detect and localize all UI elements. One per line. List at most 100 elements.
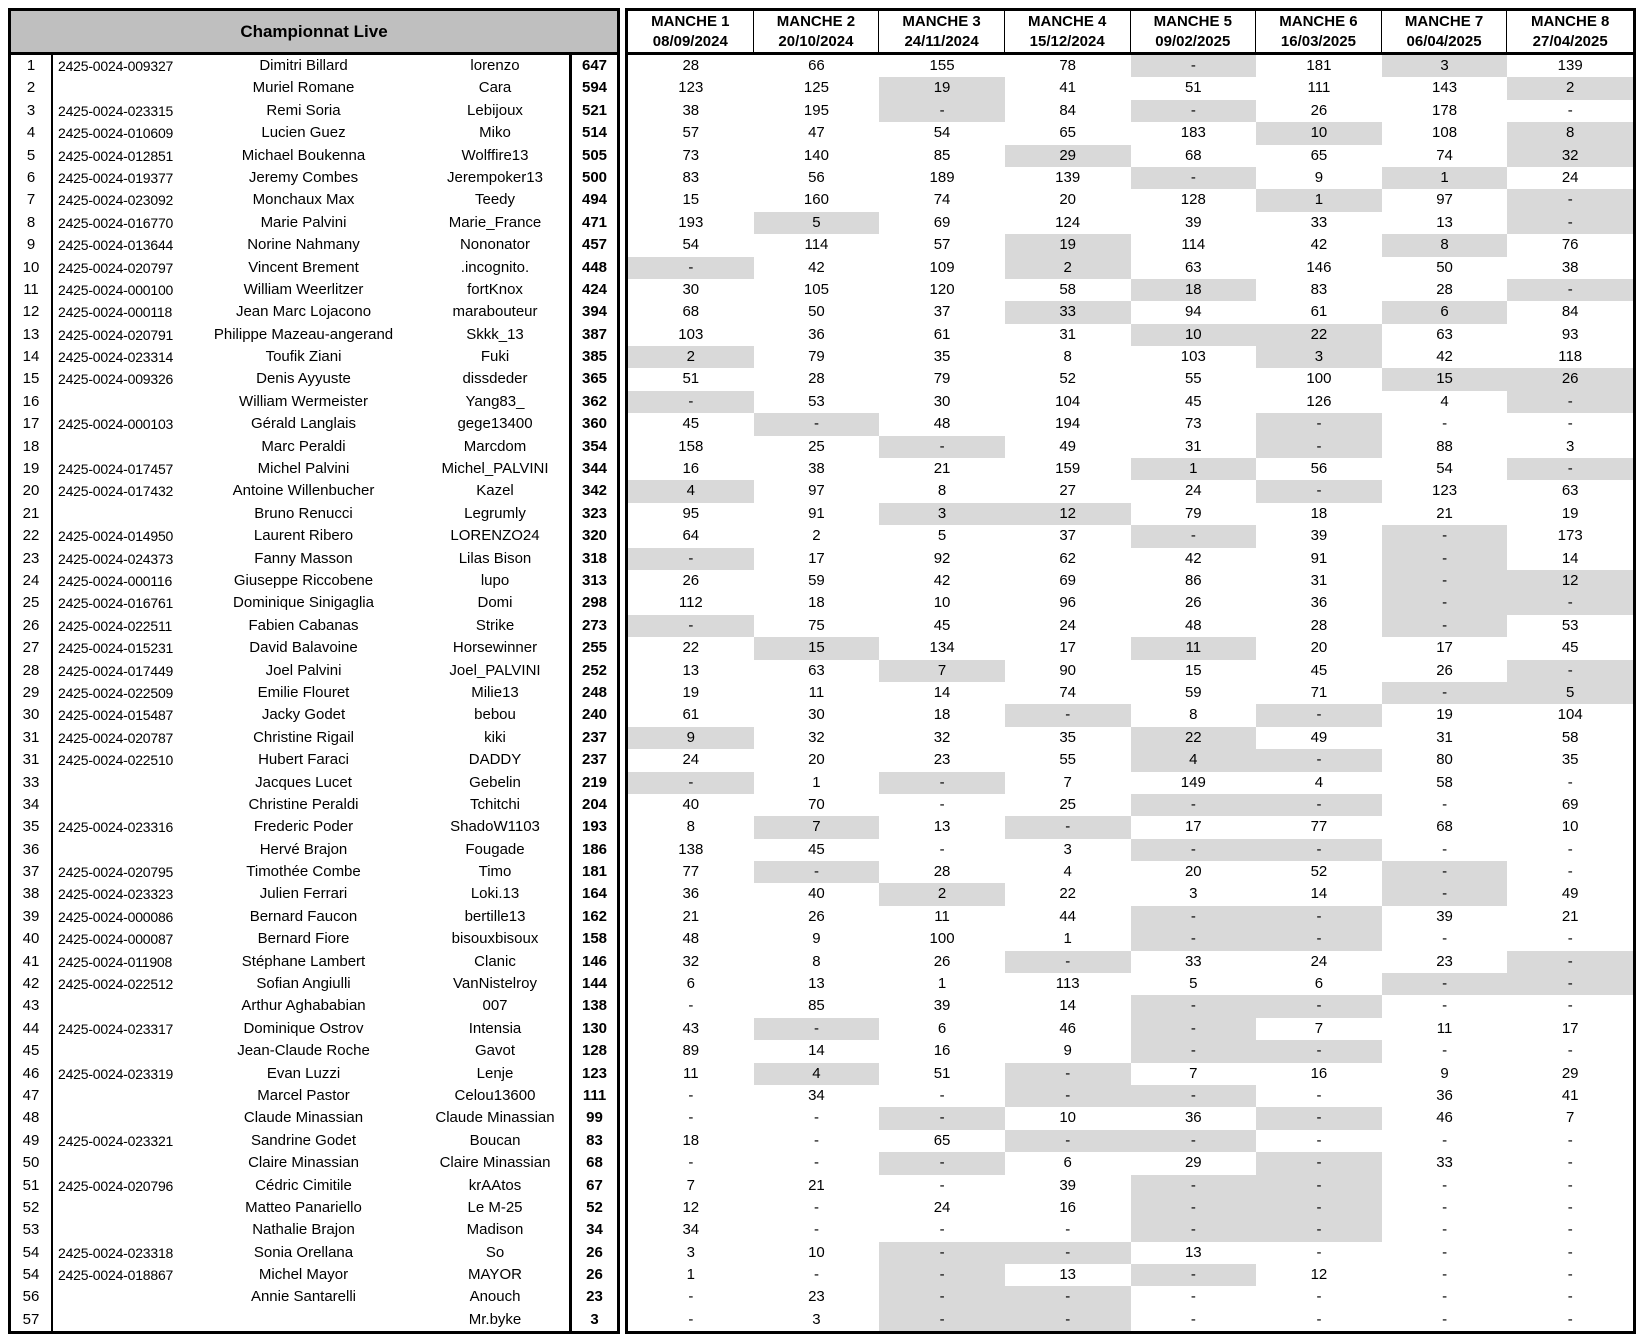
score-cell: 45 bbox=[682, 415, 700, 433]
rank-cell: 16 bbox=[11, 390, 53, 414]
total-points-cell: 344 bbox=[569, 458, 617, 481]
rank-cell: 15 bbox=[11, 368, 53, 391]
score-cell: - bbox=[1442, 1310, 1448, 1328]
score-cell: - bbox=[1256, 704, 1382, 727]
total-points-cell: 320 bbox=[569, 525, 617, 548]
score-cell: - bbox=[1316, 1288, 1322, 1306]
score-cell: 26 bbox=[682, 571, 700, 589]
rank-cell: 53 bbox=[11, 1219, 53, 1242]
player-name-cell: David Balavoine bbox=[249, 639, 358, 657]
score-cell: - bbox=[1507, 950, 1633, 974]
score-cell: 69 bbox=[933, 213, 951, 231]
score-cell: 4 bbox=[753, 1062, 880, 1085]
score-cell: 24 bbox=[1310, 952, 1328, 970]
score-cell: - bbox=[1130, 1219, 1257, 1242]
player-nickname-cell: Celou13600 bbox=[454, 1086, 536, 1104]
score-cell: 54 bbox=[933, 124, 951, 142]
score-cell: 39 bbox=[1310, 527, 1328, 545]
score-row: 38 195 - 84 - 26 178 - bbox=[628, 99, 1633, 123]
player-id-cell: 2425-0024-017449 bbox=[58, 662, 174, 679]
score-cell: - bbox=[1381, 614, 1508, 638]
score-cell: 10 bbox=[1059, 1109, 1077, 1127]
score-row: 193 5 69 124 39 33 13 - bbox=[628, 211, 1633, 235]
score-cell: 12 bbox=[1004, 502, 1131, 526]
score-cell: 8 bbox=[1381, 234, 1508, 257]
player-nickname-cell: Loki.13 bbox=[470, 885, 520, 903]
player-id-cell: 2425-0024-020791 bbox=[58, 326, 174, 343]
score-cell: 31 bbox=[1059, 325, 1077, 343]
player-id-cell: 2425-0024-020796 bbox=[58, 1177, 174, 1194]
score-cell: - bbox=[1004, 1308, 1131, 1332]
total-points-cell: 193 bbox=[569, 816, 617, 839]
score-cell: 52 bbox=[1059, 370, 1077, 388]
player-name-cell: Dominique Sinigaglia bbox=[233, 594, 374, 612]
score-cell: 22 bbox=[1130, 726, 1257, 750]
player-nickname-cell: Clanic bbox=[474, 952, 516, 970]
score-cell: 61 bbox=[1310, 303, 1328, 321]
scores-table: MANCHE 1 08/09/2024 MANCHE 2 20/10/2024 MANC… bbox=[625, 8, 1636, 1335]
score-cell: 21 bbox=[808, 1176, 825, 1194]
score-cell: 11 bbox=[1130, 637, 1257, 660]
score-cell: - bbox=[1381, 883, 1508, 906]
table-row: 22 2425-0024-014950 Laurent Ribero LORENZO2… bbox=[11, 525, 617, 548]
table-row: 38 2425-0024-023323 Julien Ferrari Loki.13 1… bbox=[11, 883, 617, 906]
manche-label: MANCHE 5 bbox=[1153, 12, 1232, 30]
score-cell: 84 bbox=[1059, 101, 1077, 119]
score-cell: 16 bbox=[1059, 1198, 1077, 1216]
player-name-cell: Muriel Romane bbox=[252, 79, 355, 97]
score-cell: - bbox=[1130, 99, 1257, 123]
table-row: 50 Claire Minassian Claire Minassian 68 bbox=[11, 1152, 617, 1175]
score-cell: 13 bbox=[808, 975, 825, 993]
score-cell: 19 bbox=[682, 683, 700, 701]
score-cell: 10 bbox=[1256, 122, 1382, 145]
score-row: 64 2 5 37 - 39 - 173 bbox=[628, 525, 1633, 548]
rank-cell: 42 bbox=[11, 973, 53, 996]
score-cell: 89 bbox=[682, 1042, 700, 1060]
player-nickname-cell: Anouch bbox=[469, 1288, 521, 1306]
score-cell: 158 bbox=[678, 437, 704, 455]
score-cell: 65 bbox=[1310, 146, 1328, 164]
player-nickname-cell: marabouteur bbox=[452, 303, 538, 321]
score-cell: 11 bbox=[683, 1064, 699, 1082]
manche-header: MANCHE 2 20/10/2024 bbox=[754, 11, 880, 52]
score-cell: - bbox=[1256, 1040, 1382, 1063]
score-cell: - bbox=[688, 997, 694, 1015]
score-cell: 3 bbox=[812, 1310, 821, 1328]
rank-cell: 6 bbox=[11, 166, 53, 190]
score-row: - 1 - 7 149 4 58 - bbox=[628, 771, 1633, 794]
player-nickname-cell: Lilas Bison bbox=[458, 549, 532, 567]
score-cell: - bbox=[1442, 1221, 1448, 1239]
score-cell: 3 bbox=[1566, 437, 1575, 455]
score-cell: - bbox=[1256, 1219, 1382, 1242]
total-points-cell: 138 bbox=[569, 995, 617, 1018]
total-points-cell: 494 bbox=[569, 189, 617, 212]
table-row: 28 2425-0024-017449 Joel Palvini Joel_PALVI… bbox=[11, 659, 617, 682]
player-name-cell: Julien Ferrari bbox=[259, 885, 348, 903]
score-cell: - bbox=[879, 1107, 1005, 1130]
manche-label: MANCHE 1 bbox=[651, 12, 730, 30]
score-cell: 104 bbox=[1557, 706, 1583, 724]
total-points-cell: 457 bbox=[569, 234, 617, 257]
score-cell: 45 bbox=[808, 840, 825, 858]
score-cell: 66 bbox=[808, 57, 825, 74]
score-cell: 3 bbox=[1381, 55, 1508, 78]
score-cell: 5 bbox=[1507, 681, 1633, 705]
score-cell: 194 bbox=[1055, 415, 1081, 433]
total-points-cell: 255 bbox=[569, 637, 617, 660]
score-cell: - bbox=[1065, 1221, 1071, 1239]
score-row: 30 105 120 58 18 83 28 - bbox=[628, 278, 1633, 302]
rank-cell: 40 bbox=[11, 928, 53, 951]
player-nickname-cell: Lebijoux bbox=[467, 101, 523, 119]
rank-cell: 43 bbox=[11, 995, 53, 1018]
manche-date: 27/04/2025 bbox=[1532, 32, 1608, 50]
score-cell: 24 bbox=[682, 751, 700, 769]
score-cell: 25 bbox=[1059, 795, 1077, 813]
score-cell: 15 bbox=[682, 191, 700, 209]
total-points-cell: 424 bbox=[569, 278, 617, 302]
player-name-cell: Dominique Ostrov bbox=[243, 1019, 364, 1037]
score-cell: - bbox=[939, 795, 945, 813]
score-cell: - bbox=[1004, 1286, 1131, 1309]
manche-date: 09/02/2025 bbox=[1155, 32, 1231, 50]
score-row: 22 15 134 17 11 20 17 45 bbox=[628, 637, 1633, 660]
manche-label: MANCHE 7 bbox=[1404, 12, 1484, 30]
